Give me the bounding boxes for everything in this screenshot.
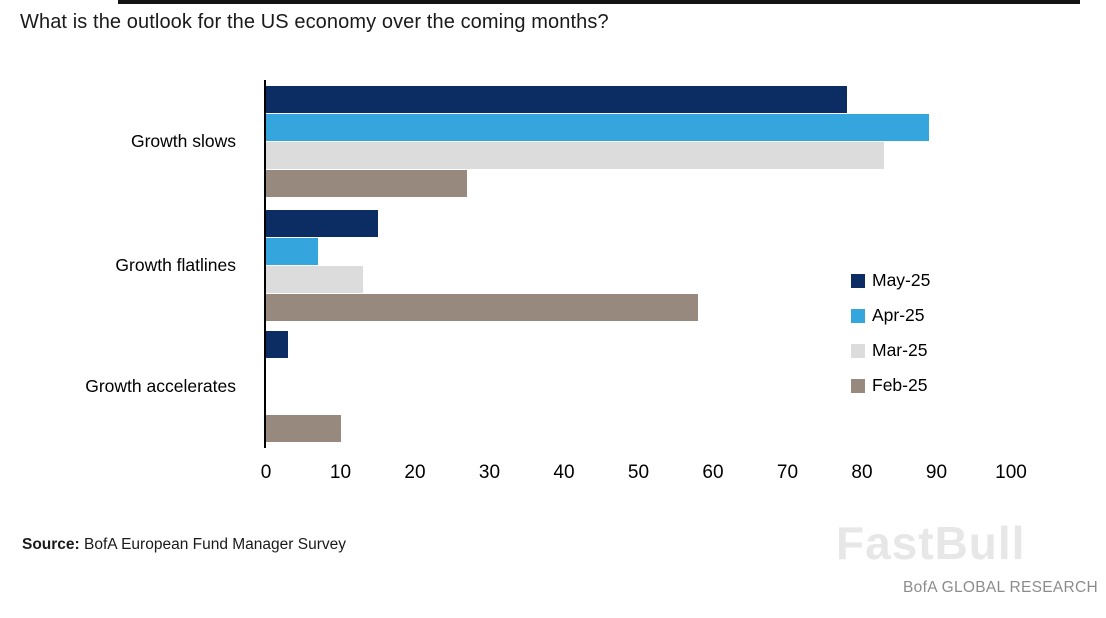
x-tick-70: 70 — [776, 462, 799, 483]
legend-swatch-may-25 — [851, 273, 865, 288]
x-tick-60: 60 — [702, 462, 724, 483]
legend-swatch-feb-25 — [851, 378, 865, 393]
y-axis-line — [264, 80, 266, 448]
bar-chart-plot-area — [266, 80, 1011, 448]
source-text: BofA European Fund Manager Survey — [84, 536, 346, 553]
x-tick-30: 30 — [478, 462, 501, 483]
cropped-title-bar — [118, 0, 1080, 4]
bar-may-25-growth-slows — [266, 86, 848, 113]
x-tick-20: 20 — [404, 462, 426, 483]
legend-item-mar-25: Mar-25 — [851, 338, 981, 363]
bar-may-25-growth-accelerates — [266, 331, 289, 358]
legend-item-may-25: May-25 — [851, 268, 981, 293]
legend-label-apr-25: Apr-25 — [872, 305, 925, 325]
legend-label-feb-25: Feb-25 — [872, 375, 928, 395]
x-tick-80: 80 — [851, 462, 873, 483]
legend-label-may-25: May-25 — [872, 270, 931, 290]
bar-mar-25-growth-flatlines — [266, 266, 363, 293]
bar-feb-25-growth-flatlines — [266, 294, 699, 321]
bar-feb-25-growth-slows — [266, 170, 468, 197]
x-tick-100: 100 — [995, 462, 1027, 483]
bar-apr-25-growth-flatlines — [266, 238, 319, 265]
category-label-growth-accelerates: Growth accelerates — [85, 376, 236, 396]
x-axis-labels: 0 10 20 30 40 50 60 70 80 90 100 — [261, 462, 1056, 490]
source-line: Source: BofA European Fund Manager Surve… — [22, 536, 346, 554]
chart-question: What is the outlook for the US economy o… — [20, 11, 609, 33]
legend-item-apr-25: Apr-25 — [851, 303, 981, 328]
bar-apr-25-growth-slows — [266, 114, 930, 141]
x-tick-50: 50 — [627, 462, 650, 483]
x-tick-40: 40 — [553, 462, 575, 483]
x-tick-90: 90 — [925, 462, 948, 483]
legend-swatch-apr-25 — [851, 308, 865, 323]
legend-item-feb-25: Feb-25 — [851, 373, 981, 398]
bar-feb-25-growth-accelerates — [266, 415, 341, 442]
bar-may-25-growth-flatlines — [266, 210, 378, 237]
source-label: Source: — [22, 536, 80, 553]
fastbull-watermark: FastBull — [836, 517, 1026, 569]
x-tick-10: 10 — [329, 462, 352, 483]
category-label-growth-slows: Growth slows — [130, 131, 236, 151]
bar-mar-25-growth-slows — [266, 142, 885, 169]
bofa-global-research-label: BofA GLOBAL RESEARCH — [903, 579, 1098, 596]
legend-label-mar-25: Mar-25 — [872, 340, 928, 360]
chart-legend: May-25 Apr-25 Mar-25 Feb-25 — [851, 268, 981, 408]
legend-swatch-mar-25 — [851, 343, 865, 358]
category-label-growth-flatlines: Growth flatlines — [115, 255, 236, 275]
x-tick-0: 0 — [260, 462, 272, 483]
y-axis-labels: Growth slows Growth flatlines Growth accel… — [0, 80, 250, 448]
